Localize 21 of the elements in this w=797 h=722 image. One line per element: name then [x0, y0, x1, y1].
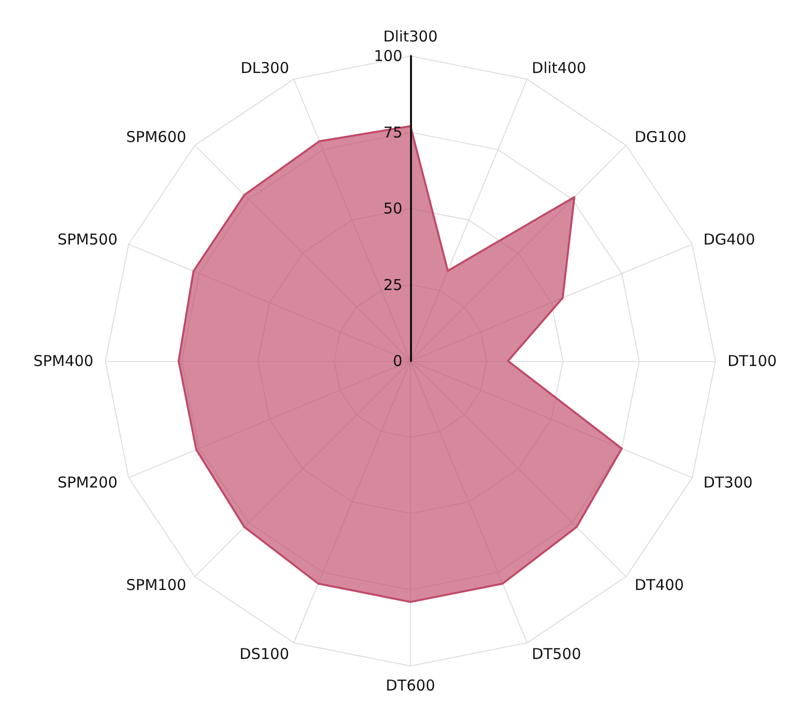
y-tick-label: 100	[374, 47, 402, 65]
spoke-label: SPM600	[126, 128, 186, 146]
spoke-label: DG400	[703, 230, 756, 249]
spoke-label: SPM100	[126, 576, 186, 594]
y-tick-label: 75	[383, 123, 402, 142]
spoke-label: DL300	[240, 59, 290, 78]
y-tick-label: 50	[383, 200, 402, 218]
spoke-label: SPM500	[57, 230, 118, 249]
spoke-label: DS100	[239, 644, 290, 663]
spoke-label: DT400	[634, 576, 684, 594]
spoke-label: DT500	[532, 644, 582, 663]
spoke-label: DT300	[703, 473, 753, 492]
spoke-label: Dlit400	[532, 59, 586, 78]
spoke-label: DG100	[634, 128, 686, 146]
spoke-label: SPM200	[57, 473, 118, 492]
y-tick-label: 0	[392, 352, 402, 370]
spoke-label: SPM400	[33, 352, 94, 370]
spoke-label: DT600	[386, 676, 436, 694]
y-tick-label: 25	[383, 276, 402, 294]
spoke-label: Dlit300	[383, 28, 438, 46]
spoke-label: DT100	[727, 352, 777, 370]
